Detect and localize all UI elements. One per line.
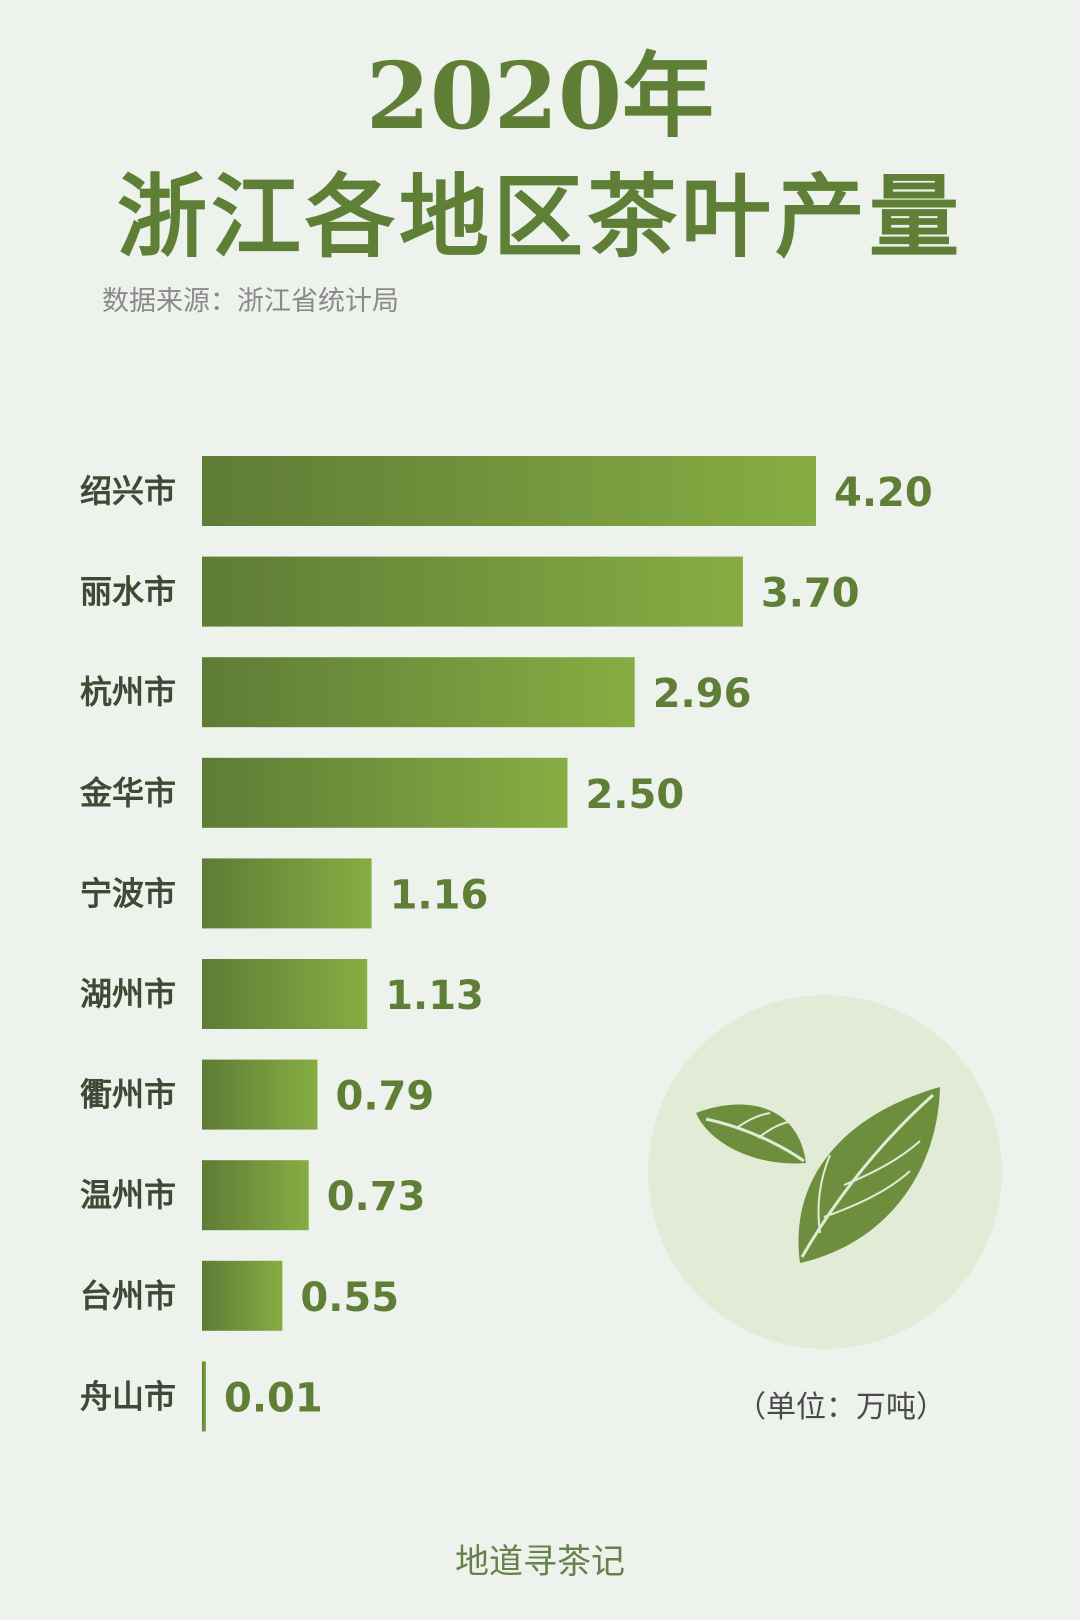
value-label: 0.55 <box>300 1275 399 1321</box>
tea-leaf-icon <box>648 995 1002 1349</box>
bar-group: 绍兴市 4.20 丽水市 3.70 杭州市 2.96 金华市 2.50 宁波市 1.16 湖州市 1.… <box>79 456 933 1432</box>
value-label: 3.70 <box>761 571 860 617</box>
bar <box>202 556 743 627</box>
footer-brand: 地道寻茶记 <box>455 1542 625 1582</box>
bar <box>202 858 372 929</box>
value-label: 0.73 <box>327 1174 426 1220</box>
category-label: 舟山市 <box>80 1377 176 1415</box>
chart-title: 浙江各地区茶叶产量 <box>117 164 963 270</box>
bar <box>202 456 816 526</box>
bar <box>202 959 368 1029</box>
category-label: 绍兴市 <box>80 472 176 510</box>
category-label: 丽水市 <box>80 573 176 611</box>
bar <box>202 1160 309 1231</box>
bar <box>202 1059 318 1130</box>
data-source: 数据来源：浙江省统计局 <box>102 286 399 317</box>
category-label: 台州市 <box>80 1277 176 1315</box>
value-label: 2.96 <box>653 671 752 717</box>
chart-title-year: 2020年 <box>365 42 715 150</box>
value-label: 4.20 <box>834 470 933 516</box>
unit-label: （单位：万吨） <box>736 1390 946 1425</box>
bar <box>202 1260 283 1331</box>
value-label: 1.16 <box>390 872 489 918</box>
value-label: 0.01 <box>224 1375 323 1421</box>
value-label: 2.50 <box>585 772 684 818</box>
bar <box>202 657 635 728</box>
value-label: 1.13 <box>385 973 484 1019</box>
category-label: 温州市 <box>80 1176 176 1214</box>
category-label: 湖州市 <box>80 975 176 1013</box>
category-label: 衢州市 <box>80 1076 176 1114</box>
bar <box>202 757 568 828</box>
category-label: 杭州市 <box>80 673 176 711</box>
category-label: 宁波市 <box>80 874 176 912</box>
bar <box>202 1361 206 1432</box>
value-label: 0.79 <box>335 1074 434 1120</box>
tea-leaves <box>696 1087 940 1263</box>
category-label: 金华市 <box>79 774 176 812</box>
